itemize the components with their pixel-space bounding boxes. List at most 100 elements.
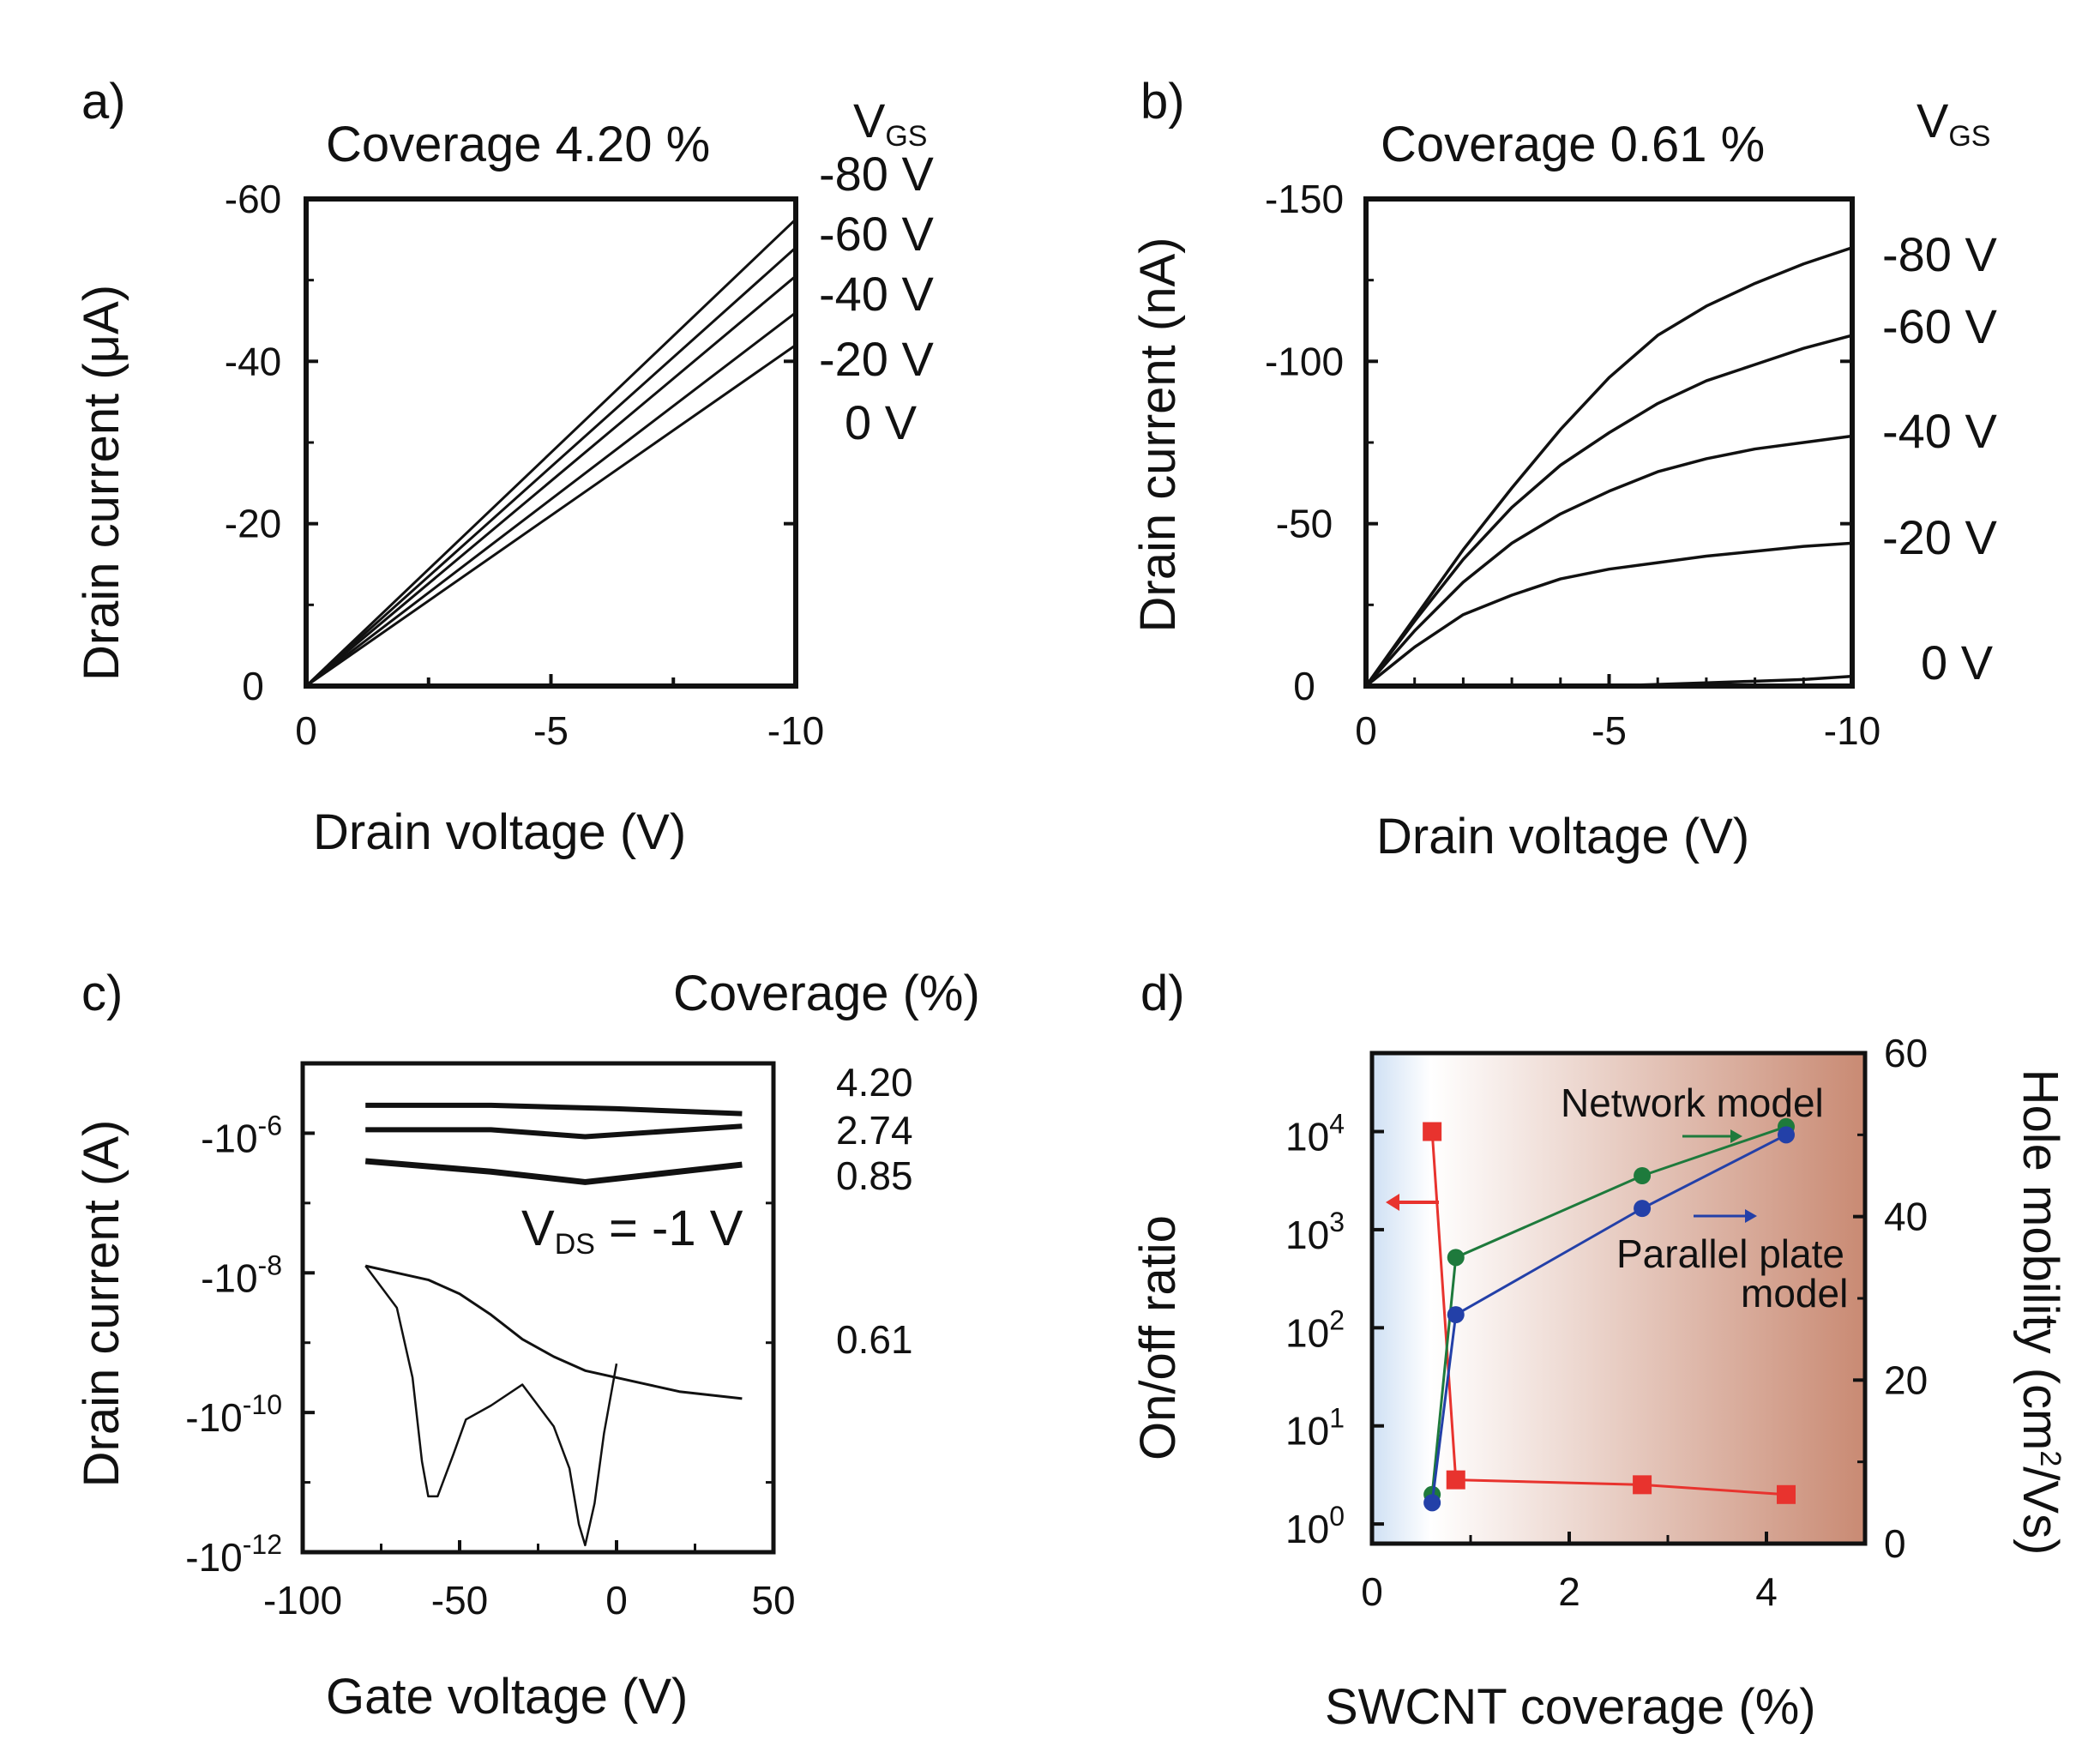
- panel-c-ytick-label: -10-10: [185, 1389, 282, 1440]
- panel-c-xtick-label: -50: [431, 1578, 488, 1623]
- panel-d-ytick-left-label: 103: [1285, 1207, 1345, 1257]
- panel-a-series-label: 0 V: [845, 395, 918, 449]
- panel-a-label: a): [81, 74, 126, 129]
- panel-b-series-line: [1364, 541, 1853, 688]
- panel-a-series-label: -80 V: [819, 147, 934, 201]
- panel-b-title: Coverage 0.61 %: [1381, 117, 1765, 172]
- panel-a-series-label: -20 V: [819, 332, 934, 386]
- panel-d-parallel-point: [1634, 1200, 1652, 1218]
- panel-b-series-label: -60 V: [1882, 299, 1997, 353]
- panel-c-series-label: 0.85: [836, 1153, 913, 1198]
- panel-b-series-label: -80 V: [1882, 227, 1997, 281]
- panel-d-series-line: [1430, 1133, 1787, 1503]
- panel-b-ytick-label: -100: [1265, 339, 1344, 383]
- panel-b-frame: [1363, 196, 1855, 689]
- panel-a-ytick-label: -40: [225, 339, 281, 383]
- panel-a-frame: [304, 196, 798, 689]
- panel-c-label: c): [81, 966, 123, 1021]
- panel-c-ytick-label: -10-6: [201, 1110, 282, 1160]
- panel-b: b) Coverage 0.61 % VGS Drain voltage (V)…: [1130, 74, 1990, 864]
- panel-b-series-label: -40 V: [1882, 404, 1997, 458]
- panel-b-xtick-label: 0: [1355, 708, 1377, 753]
- panel-c-series-line: [365, 1123, 743, 1140]
- panel-a-ytick-label: -20: [225, 502, 281, 546]
- panel-d-ytick-left-label: 104: [1285, 1109, 1345, 1159]
- panel-b-series-line: [1364, 246, 1853, 688]
- panel-c-series-label: 2.74: [836, 1108, 913, 1153]
- panel-d: d) SWCNT coverage (%) On/off ratio Hole …: [1130, 966, 2068, 1735]
- panel-b-ytick-label: -50: [1276, 502, 1333, 546]
- panel-c-xtick-label: 0: [605, 1578, 628, 1623]
- panel-a-legend-header: VGS: [853, 93, 927, 153]
- panel-d-ytick-right-label: 40: [1884, 1195, 1928, 1239]
- panel-a-xtick-label: -5: [533, 708, 569, 753]
- panel-c-series-label: 4.20: [836, 1060, 913, 1105]
- panel-c-series-line: [364, 1158, 743, 1185]
- panel-d-ylabel-left: On/off ratio: [1130, 1215, 1186, 1460]
- panel-d-parallel-label-2: model: [1741, 1271, 1848, 1315]
- panel-c-series-label: 0.61: [836, 1317, 913, 1362]
- panel-d-xtick-label: 2: [1558, 1569, 1580, 1614]
- panel-b-series-line: [1560, 674, 1853, 688]
- panel-d-ytick-left-label: 102: [1285, 1304, 1345, 1355]
- panel-c-xlabel: Gate voltage (V): [326, 1669, 688, 1725]
- panel-a-series-line: [305, 311, 797, 688]
- panel-b-ylabel: Drain current (nA): [1130, 238, 1186, 633]
- panel-b-ytick-label: -150: [1265, 177, 1344, 221]
- panel-d-ytick-right-label: 60: [1884, 1031, 1928, 1075]
- panel-b-xlabel: Drain voltage (V): [1376, 809, 1749, 864]
- panel-d-parallel-point: [1423, 1494, 1441, 1512]
- panel-a-series-line: [304, 246, 797, 688]
- panel-b-series-label: 0 V: [1921, 635, 1994, 689]
- panel-d-ylabel-right: Hole mobility (cm2/Vs): [2013, 1069, 2068, 1556]
- panel-c-series-line: [364, 1265, 618, 1547]
- panel-a-series-label: -60 V: [819, 207, 934, 261]
- panel-d-ytick-right-label: 20: [1884, 1358, 1928, 1402]
- panel-b-series-label: -20 V: [1882, 510, 1997, 564]
- panel-d-onoff-point: [1633, 1475, 1652, 1495]
- panel-c-ylabel: Drain current (A): [74, 1120, 129, 1488]
- panel-c-ytick-label: -10-8: [201, 1249, 282, 1300]
- panel-b-ytick-label: 0: [1293, 664, 1315, 708]
- panel-b-series-line: [1364, 334, 1853, 688]
- panel-d-onoff-point: [1446, 1470, 1465, 1490]
- panel-c-xtick-label: -100: [263, 1578, 342, 1623]
- panel-d-network-point: [1634, 1167, 1652, 1184]
- panel-a-ylabel: Drain current (μA): [74, 285, 129, 681]
- panel-d-onoff-arrow-head: [1386, 1194, 1399, 1211]
- panel-a: a) Coverage 4.20 % VGS Drain voltage (V)…: [74, 74, 927, 860]
- panel-b-xtick-label: -5: [1592, 708, 1627, 753]
- panel-b-legend-header: VGS: [1917, 93, 1990, 153]
- panel-b-xtick-label: -10: [1824, 708, 1880, 753]
- panel-a-series-line: [305, 274, 797, 688]
- panel-a-xlabel: Drain voltage (V): [313, 804, 686, 860]
- panel-a-series-line: [304, 218, 797, 688]
- panel-d-network-label: Network model: [1561, 1081, 1824, 1125]
- panel-c-series-line: [365, 1102, 743, 1117]
- panel-a-ytick-label: -60: [225, 177, 281, 221]
- panel-d-network-point: [1447, 1249, 1465, 1267]
- panel-d-ytick-left-label: 100: [1285, 1501, 1345, 1551]
- panel-d-parallel-label: Parallel plate: [1616, 1231, 1844, 1276]
- panel-d-parallel-point: [1778, 1126, 1795, 1144]
- panel-c-ytick-label: -10-12: [185, 1529, 282, 1580]
- panel-a-series-label: -40 V: [819, 267, 934, 321]
- panel-d-parallel-arrow-head: [1745, 1209, 1757, 1223]
- panel-c: c) Coverage (%) Gate voltage (V) Drain c…: [74, 966, 980, 1725]
- panel-d-xlabel: SWCNT coverage (%): [1325, 1679, 1816, 1735]
- panel-a-title: Coverage 4.20 %: [326, 117, 710, 172]
- panel-d-label: d): [1140, 966, 1185, 1021]
- panel-a-ytick-label: 0: [242, 664, 264, 708]
- panel-d-onoff-point: [1777, 1484, 1796, 1504]
- panel-d-ytick-left-label: 101: [1285, 1403, 1345, 1454]
- panel-c-xtick-label: 50: [751, 1578, 795, 1623]
- panel-b-series-line: [1364, 434, 1853, 688]
- panel-c-frame: [300, 1061, 776, 1555]
- panel-a-xtick-label: -10: [767, 708, 824, 753]
- panel-a-series-line: [305, 344, 797, 688]
- panel-d-onoff-point: [1423, 1122, 1442, 1141]
- panel-d-network-arrow-head: [1730, 1129, 1742, 1143]
- panel-b-label: b): [1140, 74, 1185, 129]
- panel-d-ytick-right-label: 0: [1884, 1521, 1906, 1566]
